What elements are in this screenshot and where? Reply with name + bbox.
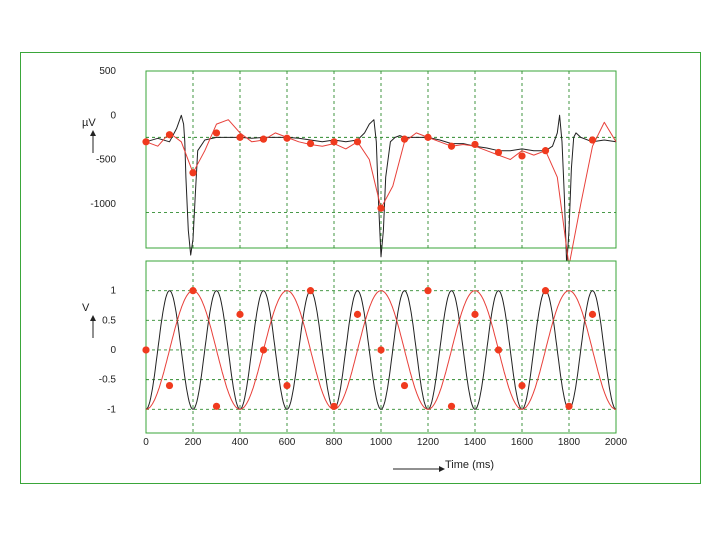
- x-axis-arrow-head: [439, 466, 445, 472]
- plot-area-border: [145, 70, 617, 249]
- sample-point-marker: [212, 402, 221, 410]
- sample-point-marker: [400, 381, 409, 390]
- x-tick-label: 2000: [605, 437, 628, 448]
- x-tick-label: 1800: [558, 437, 581, 448]
- y-tick-label: -1000: [90, 199, 116, 210]
- sample-point-marker: [588, 136, 597, 144]
- slide-frame: 500 0 -500 -1000 µV 1 0.5 0 -0.5 -1 V 0 200 400 600 80…: [20, 52, 701, 484]
- top-panel-chart: 500 0 -500 -1000 µV: [82, 66, 617, 270]
- black-trace-line: [145, 114, 617, 267]
- sample-point-marker: [306, 287, 315, 295]
- sample-point-marker: [494, 148, 503, 157]
- sample-point-marker: [377, 346, 385, 354]
- sample-point-marker: [353, 310, 362, 318]
- sample-point-marker: [142, 138, 150, 146]
- sample-point-marker: [236, 133, 244, 141]
- y-axis-arrow-head: [90, 130, 96, 136]
- x-tick-label: 200: [185, 437, 202, 448]
- sample-point-marker: [142, 346, 150, 354]
- x-tick-label: 0: [143, 437, 149, 448]
- sample-point-marker: [306, 139, 315, 148]
- x-tick-label: 400: [232, 437, 249, 448]
- sample-point-marker: [541, 287, 550, 295]
- sample-point-marker: [330, 138, 338, 146]
- sample-point-marker: [565, 402, 573, 410]
- y-axis-arrow-head: [90, 315, 96, 321]
- black-trace-line: [145, 290, 617, 410]
- y-tick-label: -1: [107, 404, 116, 415]
- sample-point-marker: [330, 402, 338, 410]
- red-trace-line: [145, 290, 617, 410]
- y-tick-label: 0: [110, 345, 116, 356]
- sample-point-marker: [212, 129, 221, 137]
- x-axis-label: Time (ms): [445, 459, 494, 471]
- x-tick-label: 1000: [370, 437, 393, 448]
- sample-point-marker: [259, 135, 268, 143]
- y-tick-label: 500: [99, 66, 116, 77]
- y-tick-label: 0.5: [102, 315, 116, 326]
- sample-point-marker: [165, 381, 174, 390]
- sample-point-marker: [447, 402, 456, 410]
- x-tick-label: 600: [279, 437, 296, 448]
- sample-point-marker: [189, 287, 197, 295]
- x-tick-label: 1600: [511, 437, 534, 448]
- sample-point-marker: [471, 140, 479, 149]
- sample-point-marker: [353, 138, 362, 146]
- sample-point-marker: [189, 169, 197, 177]
- x-tick-label: 800: [326, 437, 343, 448]
- sample-point-marker: [494, 346, 503, 354]
- sample-point-marker: [588, 310, 597, 318]
- figure: 500 0 -500 -1000 µV 1 0.5 0 -0.5 -1 V 0 200 400 600 80…: [82, 66, 628, 472]
- x-axis-label-group: Time (ms): [393, 459, 494, 472]
- sample-point-marker: [259, 346, 268, 354]
- sample-point-marker: [518, 381, 526, 390]
- y-tick-label: -500: [96, 155, 116, 166]
- sample-point-marker: [471, 310, 479, 318]
- sample-point-marker: [518, 152, 526, 160]
- bottom-panel-chart: 1 0.5 0 -0.5 -1 V 0 200 400 600 800 1000 1200 1400 160…: [82, 260, 628, 448]
- sample-point-marker: [283, 381, 291, 390]
- y-tick-label: 1: [110, 286, 116, 297]
- sample-point-marker: [541, 147, 550, 155]
- y-tick-label: -0.5: [99, 375, 117, 386]
- sample-point-marker: [447, 142, 456, 150]
- sample-point-marker: [377, 204, 385, 212]
- y-axis-unit-label: V: [82, 302, 90, 314]
- y-axis-unit-label: µV: [82, 117, 96, 129]
- sample-point-marker: [400, 135, 409, 143]
- y-tick-label: 0: [110, 110, 116, 121]
- sample-point-marker: [424, 287, 432, 295]
- sample-point-marker: [283, 134, 291, 142]
- sample-point-marker: [165, 131, 174, 139]
- sample-point-marker: [236, 310, 244, 318]
- sample-point-marker: [424, 133, 432, 141]
- x-tick-label: 1200: [417, 437, 440, 448]
- x-tick-label: 1400: [464, 437, 487, 448]
